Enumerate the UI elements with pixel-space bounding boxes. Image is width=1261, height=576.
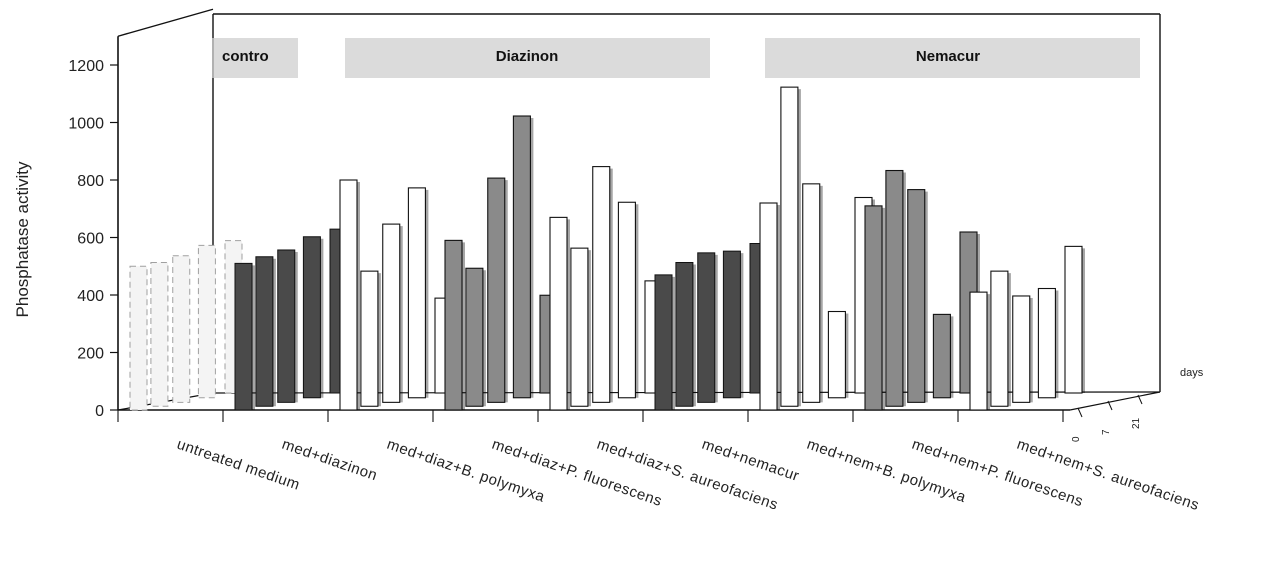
bar-side-2-3 — [425, 189, 429, 398]
category-label-7: med+nem+P. fluorescens — [910, 436, 1086, 511]
group-title-1: Diazinon — [496, 48, 559, 65]
bar-1-3 — [302, 236, 321, 399]
bar-3-0 — [444, 239, 463, 411]
bar-8-2 — [1012, 295, 1031, 403]
depth-tick-label-2: 21 — [1131, 417, 1142, 429]
bar-1-0 — [234, 262, 253, 411]
depth-tick-mark-0 — [1077, 407, 1083, 418]
bar-2-0 — [339, 179, 358, 411]
bar-4-0 — [549, 216, 568, 411]
depth-axis-line — [1069, 391, 1161, 411]
bar-0-2 — [172, 255, 191, 403]
bar-side-8-1 — [1007, 273, 1011, 407]
bar-side-5-0 — [672, 276, 675, 410]
bar-side-6-0 — [777, 205, 780, 410]
bar-side-6-1 — [797, 89, 801, 407]
y-tick-label-0: 0 — [95, 403, 104, 420]
bar-1-2 — [277, 249, 296, 403]
bar-side-1-3 — [320, 238, 324, 398]
bar-0-1 — [150, 262, 169, 407]
bar-0-3 — [197, 244, 216, 399]
y-tick-label-2: 400 — [77, 288, 104, 305]
bar-0-0 — [129, 265, 148, 411]
depth-tick-mark-1 — [1107, 400, 1113, 411]
y-tick-label-1: 200 — [77, 346, 104, 363]
bar-4-1 — [570, 247, 589, 407]
bar-8-4 — [1064, 245, 1083, 394]
bar-7-0 — [864, 205, 883, 411]
bar-side-6-3 — [845, 313, 849, 398]
bar-side-2-2 — [399, 226, 403, 403]
bar-5-3 — [722, 250, 741, 399]
bar-side-2-1 — [377, 273, 381, 407]
bar-5-1 — [675, 262, 694, 407]
bar-6-3 — [827, 310, 846, 399]
bar-side-8-2 — [1029, 297, 1033, 403]
bar-8-0 — [969, 291, 988, 411]
bar-side-7-3 — [950, 316, 954, 398]
y-axis-label: Phosphatase activity — [13, 161, 32, 317]
bar-7-1 — [885, 169, 904, 407]
bar-side-5-3 — [740, 253, 744, 398]
bar-8-3 — [1037, 287, 1056, 399]
bar-6-2 — [802, 183, 821, 403]
bar-side-1-2 — [294, 251, 298, 403]
bar-2-1 — [360, 270, 379, 407]
bar-7-2 — [907, 189, 926, 403]
bar-side-3-0 — [462, 242, 465, 410]
group-title-2: Nemacur — [916, 48, 980, 65]
bar-side-5-2 — [714, 254, 718, 403]
bar-2-2 — [382, 223, 401, 403]
bar-side-2-0 — [357, 182, 360, 410]
bar-side-1-1 — [272, 258, 276, 407]
category-label-4: med+diaz+S. aureofaciens — [595, 436, 781, 514]
group-band-1 — [345, 38, 710, 78]
bar-side-7-2 — [924, 191, 928, 403]
y-tick-label-6: 1200 — [68, 58, 104, 75]
category-label-8: med+nem+S. aureofaciens — [1015, 436, 1202, 514]
bar-side-3-1 — [482, 270, 486, 407]
box-top-left-edge — [117, 8, 214, 37]
bar-side-6-2 — [819, 185, 823, 403]
depth-tick-label-1: 7 — [1101, 429, 1112, 435]
bar-side-7-1 — [902, 172, 906, 407]
bar-side-4-1 — [587, 250, 591, 407]
y-tick-label-5: 1000 — [68, 116, 104, 133]
bar-side-8-0 — [987, 294, 990, 410]
y-tick-label-4: 800 — [77, 173, 104, 190]
depth-tick-label-0: 0 — [1071, 436, 1082, 442]
bar-side-4-0 — [567, 219, 570, 410]
y-tick-label-3: 600 — [77, 231, 104, 248]
bar-2-3 — [407, 187, 426, 399]
bar-side-8-4 — [1082, 248, 1085, 393]
bar-7-3 — [932, 313, 951, 399]
bar-3-3 — [512, 115, 531, 399]
bar-side-4-2 — [609, 168, 613, 403]
group-band-0 — [212, 38, 298, 78]
group-title-0: contro — [222, 48, 269, 65]
bar-4-3 — [617, 201, 636, 399]
bar-4-2 — [592, 166, 611, 403]
depth-tick-mark-2 — [1137, 394, 1143, 405]
depth-axis-label: days — [1180, 367, 1204, 379]
bar-side-3-3 — [530, 118, 534, 398]
bar-1-1 — [255, 256, 274, 407]
group-band-2 — [765, 38, 1140, 78]
bar-8-1 — [990, 270, 1009, 407]
bar-side-4-3 — [635, 204, 639, 398]
bar-side-5-1 — [692, 264, 696, 407]
bar-side-8-3 — [1055, 290, 1059, 398]
category-label-3: med+diaz+P. fluorescens — [490, 436, 665, 510]
bar-5-0 — [654, 274, 673, 411]
bar-5-2 — [697, 252, 716, 403]
bar-side-3-2 — [504, 180, 508, 403]
bar-3-1 — [465, 267, 484, 407]
bar-side-7-0 — [882, 207, 885, 410]
bar-6-1 — [780, 86, 799, 407]
bar-3-2 — [487, 177, 506, 403]
bar-6-0 — [759, 202, 778, 411]
bar-side-1-0 — [252, 265, 255, 410]
